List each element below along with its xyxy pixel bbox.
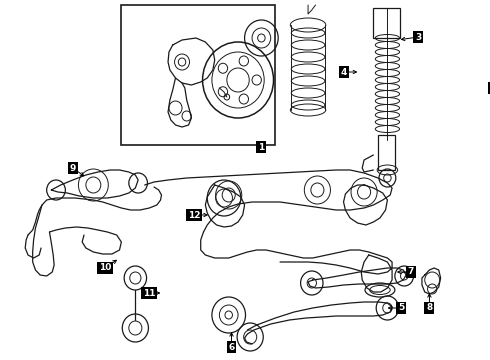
Text: 4: 4 (341, 68, 347, 77)
Text: 11: 11 (143, 288, 156, 297)
Text: 8: 8 (426, 303, 433, 312)
Text: 7: 7 (408, 267, 414, 276)
Text: 9: 9 (70, 163, 76, 172)
Bar (373, 8, 399, 38)
Text: 12: 12 (188, 211, 200, 220)
Bar (378, 135, 395, 170)
Text: 6: 6 (228, 342, 235, 351)
Text: 5: 5 (398, 303, 405, 312)
Text: 3: 3 (415, 32, 421, 41)
Text: 10: 10 (99, 264, 112, 273)
Text: 1: 1 (258, 143, 265, 152)
Bar (122, 5, 275, 145)
